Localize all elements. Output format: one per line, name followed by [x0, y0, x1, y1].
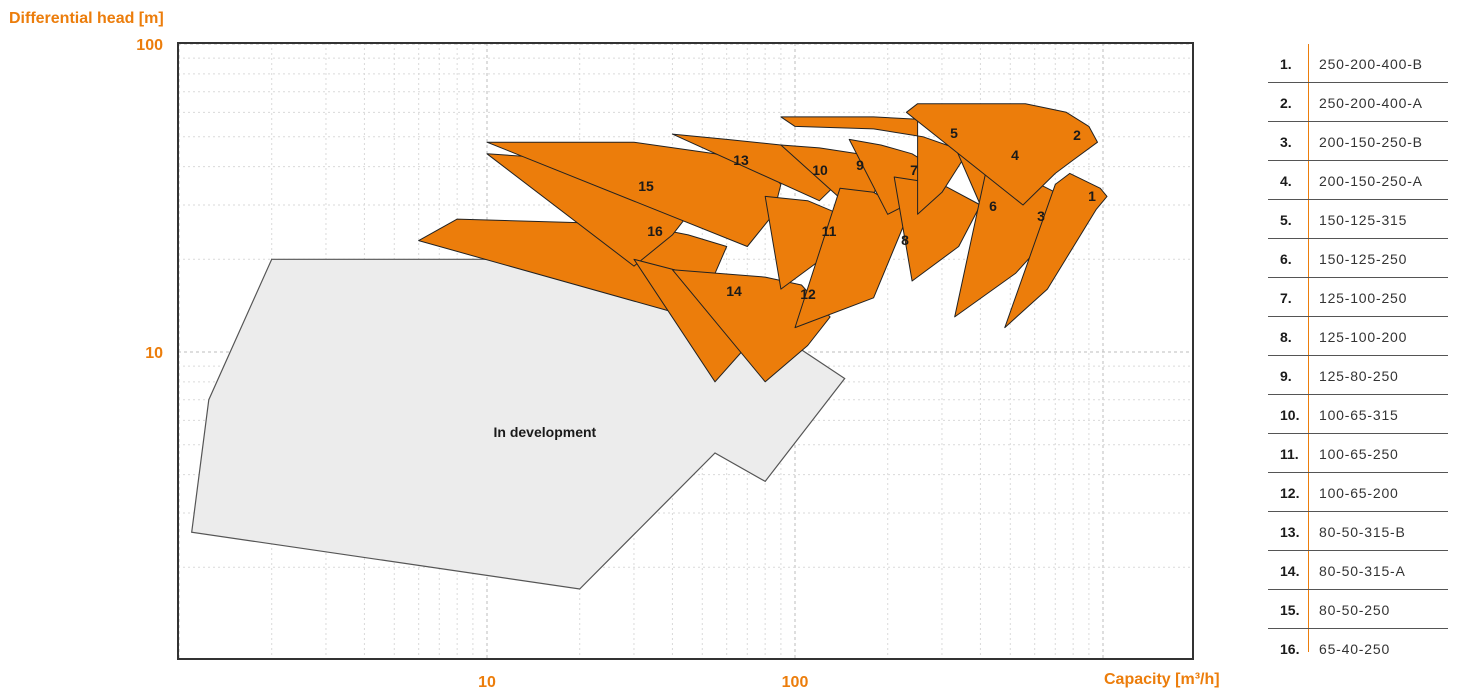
legend-item-label: 80-50-315-A	[1319, 563, 1406, 579]
legend-item-label: 80-50-315-B	[1319, 524, 1406, 540]
legend-item: 9. 125-80-250	[1268, 356, 1448, 395]
legend-item-number: 8.	[1280, 329, 1292, 345]
legend-item-number: 5.	[1280, 212, 1292, 228]
legend-item-number: 10.	[1280, 407, 1300, 423]
legend-item-number: 14.	[1280, 563, 1300, 579]
region-label-14: 14	[726, 283, 742, 299]
legend-item-number: 4.	[1280, 173, 1292, 189]
region-label-1: 1	[1088, 188, 1096, 204]
region-label-12: 12	[800, 286, 816, 302]
legend-item: 14. 80-50-315-A	[1268, 551, 1448, 590]
legend-item: 1. 250-200-400-B	[1268, 44, 1448, 83]
y-tick-label: 10	[145, 345, 163, 362]
legend-item: 16. 65-40-250	[1268, 629, 1448, 667]
region-label-9: 9	[856, 157, 864, 173]
legend-item-label: 200-150-250-A	[1319, 173, 1423, 189]
y-tick-label: 100	[136, 37, 163, 54]
legend-item-label: 100-65-200	[1319, 485, 1399, 501]
legend-item-label: 80-50-250	[1319, 602, 1391, 618]
region-label-15: 15	[638, 178, 654, 194]
pump-region-5	[780, 116, 964, 215]
legend-item: 15. 80-50-250	[1268, 590, 1448, 629]
legend-item-label: 150-125-250	[1319, 251, 1408, 267]
legend-item-label: 250-200-400-B	[1319, 56, 1423, 72]
x-tick-label: 100	[782, 674, 809, 691]
legend-item: 5. 150-125-315	[1268, 200, 1448, 239]
legend-item: 6. 150-125-250	[1268, 239, 1448, 278]
pump-region-12	[671, 269, 831, 383]
legend-item-label: 100-65-315	[1319, 407, 1399, 423]
legend: 1. 250-200-400-B 2. 250-200-400-A 3. 200-150-…	[1268, 44, 1448, 667]
legend-item: 11. 100-65-250	[1268, 434, 1448, 473]
legend-item-number: 12.	[1280, 485, 1300, 501]
region-label-5: 5	[950, 125, 958, 141]
pump-region-2	[905, 103, 1098, 206]
legend-item: 8. 125-100-200	[1268, 317, 1448, 356]
region-label-11: 11	[822, 223, 837, 239]
legend-item-label: 125-80-250	[1319, 368, 1399, 384]
region-label-3: 3	[1037, 208, 1045, 224]
legend-item-label: 125-100-200	[1319, 329, 1408, 345]
pump-region-1	[1004, 172, 1108, 329]
legend-item-label: 100-65-250	[1319, 446, 1399, 462]
legend-item-number: 2.	[1280, 95, 1292, 111]
legend-item-number: 15.	[1280, 602, 1300, 618]
x-tick-label: 10	[478, 674, 496, 691]
legend-item-number: 3.	[1280, 134, 1292, 150]
legend-item: 7. 125-100-250	[1268, 278, 1448, 317]
region-label-7: 7	[910, 162, 918, 178]
legend-item-label: 65-40-250	[1319, 641, 1391, 657]
region-label-13: 13	[733, 152, 749, 168]
legend-item: 3. 200-150-250-B	[1268, 122, 1448, 161]
region-label-8: 8	[901, 232, 909, 248]
region-label-4: 4	[1011, 147, 1019, 163]
legend-item: 4. 200-150-250-A	[1268, 161, 1448, 200]
legend-item-number: 7.	[1280, 290, 1292, 306]
legend-item-number: 9.	[1280, 368, 1292, 384]
development-label: In development	[494, 424, 597, 440]
legend-item-label: 250-200-400-A	[1319, 95, 1423, 111]
region-label-16: 16	[647, 223, 663, 239]
legend-item-label: 200-150-250-B	[1319, 134, 1423, 150]
y-axis-title: Differential head [m]	[9, 10, 164, 27]
legend-item-number: 13.	[1280, 524, 1300, 540]
legend-item: 12. 100-65-200	[1268, 473, 1448, 512]
legend-item: 13. 80-50-315-B	[1268, 512, 1448, 551]
legend-item-number: 6.	[1280, 251, 1292, 267]
region-label-2: 2	[1073, 127, 1081, 143]
legend-item: 10. 100-65-315	[1268, 395, 1448, 434]
region-label-10: 10	[812, 162, 828, 178]
legend-divider	[1308, 44, 1309, 652]
x-axis-title: Capacity [m³/h]	[1104, 671, 1220, 688]
plot-frame	[177, 42, 1194, 660]
legend-item: 2. 250-200-400-A	[1268, 83, 1448, 122]
region-label-6: 6	[989, 198, 997, 214]
legend-item-number: 1.	[1280, 56, 1292, 72]
legend-item-label: 150-125-315	[1319, 212, 1408, 228]
pump-region-6	[893, 176, 981, 282]
legend-item-number: 11.	[1280, 446, 1299, 462]
legend-item-number: 16.	[1280, 641, 1300, 657]
legend-item-label: 125-100-250	[1319, 290, 1408, 306]
